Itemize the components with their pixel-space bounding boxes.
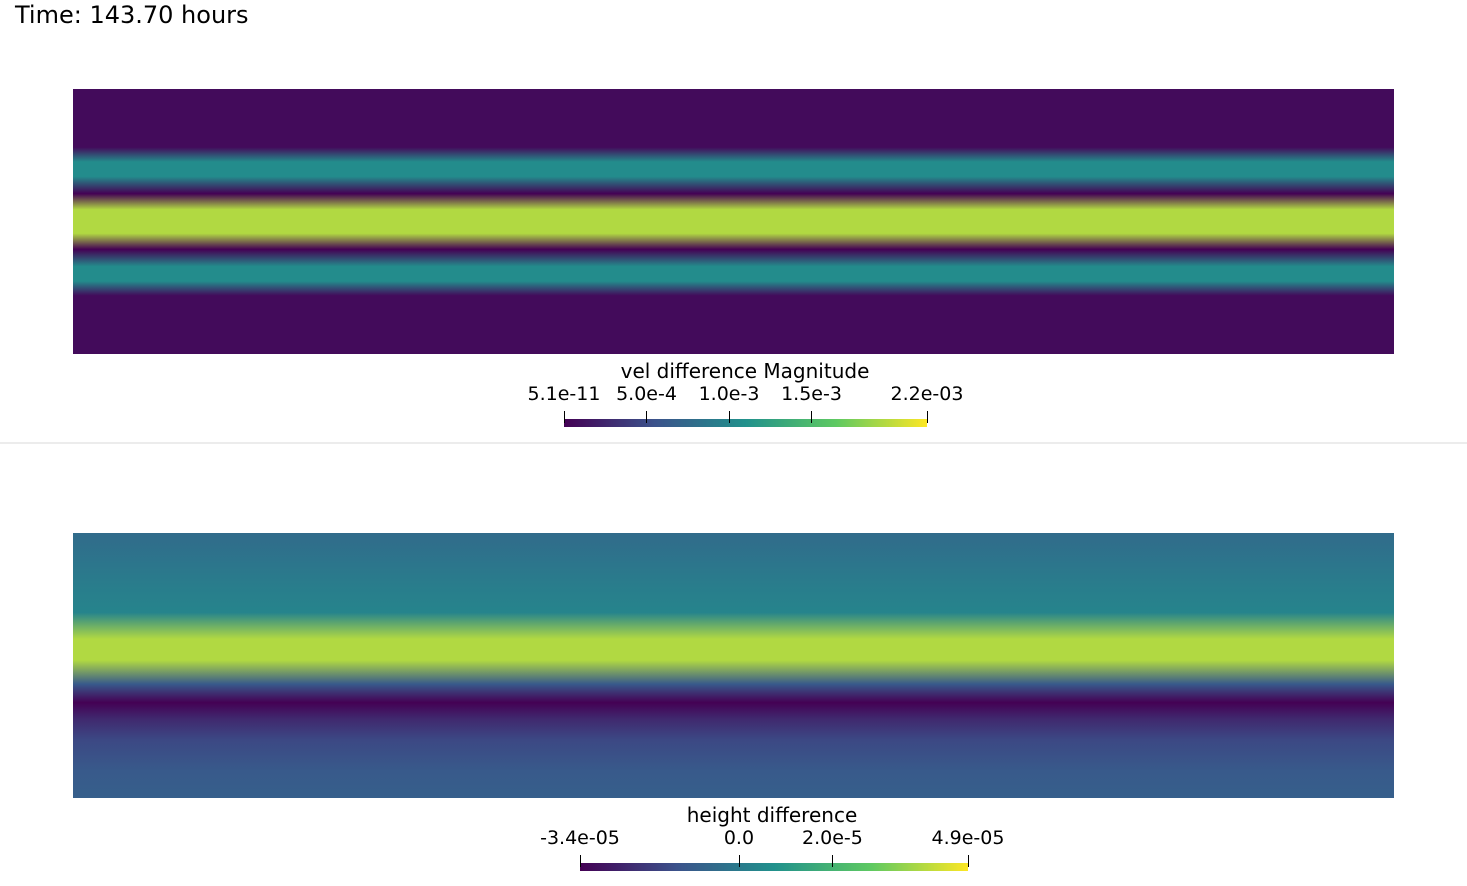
height-difference-view[interactable]: height difference -3.4e-05 0.0 2.0e-5 4.9e-0… — [0, 444, 1467, 886]
colorbar-gradient — [580, 863, 968, 871]
view-divider — [0, 442, 1467, 444]
colorbar-tick-label: 5.1e-11 — [527, 383, 601, 405]
colorbar-tick-mark — [646, 411, 647, 423]
colorbar-title: height difference — [686, 803, 858, 827]
colorbar-tick-mark — [811, 411, 812, 423]
colorbar-tick-label: 0.0 — [723, 827, 755, 849]
colorbar-gradient — [564, 419, 927, 427]
velocity-difference-field-svg — [73, 89, 1394, 354]
colorbar-tick-mark — [564, 411, 565, 423]
colorbar-tick-mark — [580, 855, 581, 867]
colorbar-tick-label: 1.5e-3 — [781, 383, 842, 405]
colorbar-tick-mark — [968, 855, 969, 867]
colorbar-tick-mark — [927, 411, 928, 423]
velocity-difference-field[interactable] — [73, 89, 1394, 354]
velocity-difference-view[interactable]: vel difference Magnitude 5.1e-11 5.0e-4 1.0… — [0, 0, 1467, 442]
time-label: Time: 143.70 hours — [15, 1, 249, 29]
colorbar-tick-label: 5.0e-4 — [616, 383, 677, 405]
colorbar-tick-mark — [729, 411, 730, 423]
colorbar-tick-mark — [832, 855, 833, 867]
colorbar-tick-label: 1.0e-3 — [698, 383, 760, 405]
height-difference-field-svg — [73, 533, 1394, 798]
height-difference-field[interactable] — [73, 533, 1394, 798]
colorbar-title: vel difference Magnitude — [620, 359, 870, 383]
colorbar-tick-mark — [739, 855, 740, 867]
colorbar-tick-label: 4.9e-05 — [931, 827, 1005, 849]
colorbar-tick-label: 2.0e-5 — [801, 827, 863, 849]
colorbar-tick-label: -3.4e-05 — [540, 827, 620, 849]
colorbar-tick-label: 2.2e-03 — [890, 383, 964, 405]
